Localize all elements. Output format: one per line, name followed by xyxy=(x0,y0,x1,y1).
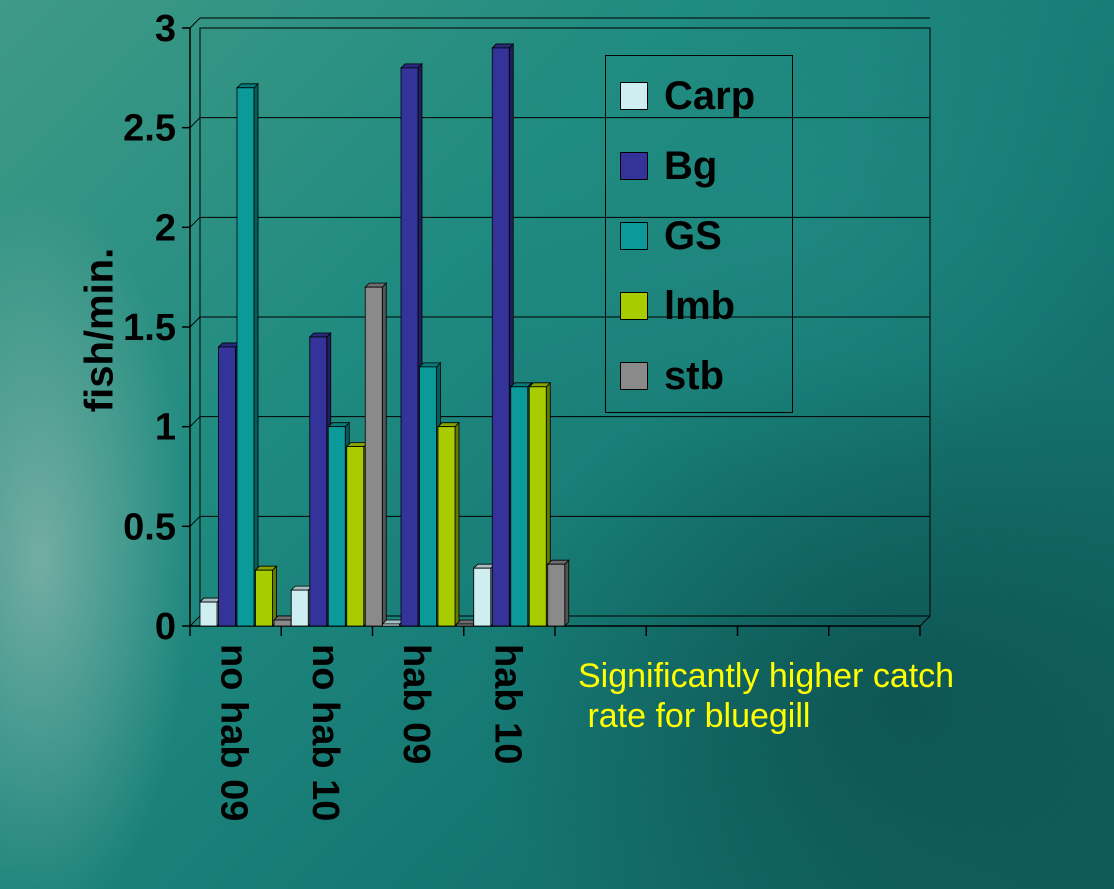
legend-swatch xyxy=(620,292,648,320)
bar xyxy=(510,386,529,627)
bar xyxy=(309,336,328,627)
bar xyxy=(456,623,474,627)
y-tick-label: 3 xyxy=(155,8,176,50)
bar xyxy=(419,366,437,627)
bar xyxy=(199,601,218,627)
bar-top xyxy=(437,422,460,428)
x-tick-label: no hab 09 xyxy=(213,644,255,821)
legend-item: GS xyxy=(620,213,722,258)
y-axis-label: fish/min. xyxy=(77,247,122,413)
bar xyxy=(382,623,400,627)
gridline-diag xyxy=(189,216,201,228)
legend-label: Carp xyxy=(664,73,756,118)
bar-top xyxy=(418,362,442,368)
legend-item: stb xyxy=(620,353,724,398)
bar xyxy=(218,346,236,627)
legend-item: Carp xyxy=(620,73,756,118)
bar-top xyxy=(400,63,423,69)
bar-side xyxy=(564,559,570,627)
gridline-diag xyxy=(189,416,201,428)
floor-edge xyxy=(189,615,201,627)
bar-top xyxy=(199,597,222,603)
bar-top xyxy=(217,342,241,348)
bar xyxy=(255,569,273,627)
bar-side xyxy=(272,565,277,627)
legend-item: Bg xyxy=(620,143,718,188)
legend-label: lmb xyxy=(664,283,736,328)
bar-side xyxy=(381,282,387,627)
bar-top xyxy=(308,332,332,338)
bar-top xyxy=(327,422,351,428)
bar xyxy=(364,286,383,627)
bar-top xyxy=(345,442,369,448)
bar-top xyxy=(546,559,570,565)
y-tick-label: 2 xyxy=(155,207,176,249)
legend-swatch xyxy=(620,222,648,250)
bar-side xyxy=(253,82,259,627)
bar-top xyxy=(472,563,496,569)
bar xyxy=(400,67,419,627)
legend-label: Bg xyxy=(664,143,718,188)
bar-top xyxy=(236,83,259,89)
bar xyxy=(290,589,309,627)
bar xyxy=(491,47,510,627)
bar-top xyxy=(381,619,405,625)
bar-top xyxy=(364,282,388,288)
bar xyxy=(346,446,365,627)
bar-top xyxy=(509,382,533,388)
y-tick-label: 0 xyxy=(155,606,176,648)
bar-top xyxy=(528,382,552,388)
bar xyxy=(437,426,456,627)
x-tick-label: no hab 10 xyxy=(304,644,346,821)
legend-label: GS xyxy=(664,213,722,258)
bar xyxy=(327,426,346,627)
chart-legend: Carp Bg GS lmb stb xyxy=(605,55,793,413)
bar-top xyxy=(254,565,278,571)
y-tick-label: 2.5 xyxy=(123,108,176,150)
y-tick-label: 1.5 xyxy=(123,307,176,349)
gridline-diag xyxy=(189,17,201,29)
bar xyxy=(473,567,492,627)
floor-edge-right xyxy=(919,615,931,627)
bar xyxy=(528,386,547,627)
gridline-diag xyxy=(189,117,201,129)
bar-side xyxy=(454,421,460,627)
x-tick-label: hab 10 xyxy=(486,644,528,764)
bar xyxy=(273,619,292,627)
gridline-diag xyxy=(189,316,201,328)
legend-label: stb xyxy=(664,353,724,398)
bar xyxy=(547,563,566,627)
bar-top xyxy=(491,43,515,49)
gridline-diag xyxy=(189,515,201,527)
bar-top xyxy=(290,585,314,591)
chart-annotation: Significantly higher catch rate for blue… xyxy=(578,657,955,735)
legend-swatch xyxy=(620,152,648,180)
legend-swatch xyxy=(620,362,648,390)
y-tick-label: 0.5 xyxy=(123,506,176,548)
legend-item: lmb xyxy=(620,283,736,328)
legend-swatch xyxy=(620,82,648,110)
bar xyxy=(236,87,255,627)
y-tick-label: 1 xyxy=(155,407,176,449)
x-tick-label: hab 09 xyxy=(395,644,437,764)
